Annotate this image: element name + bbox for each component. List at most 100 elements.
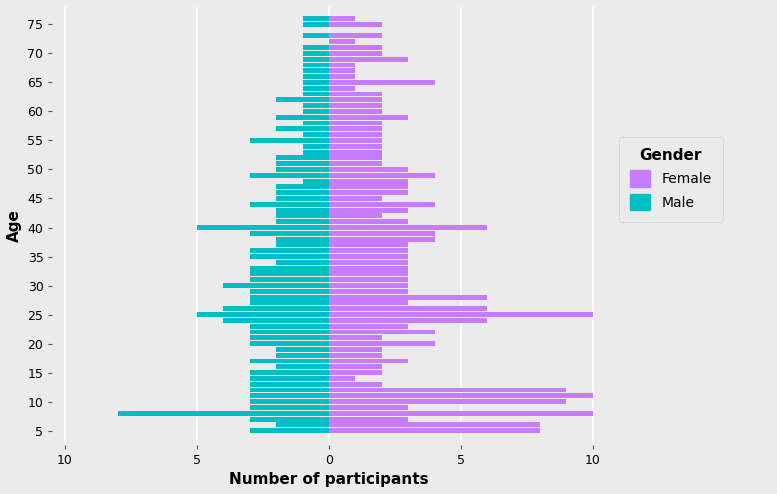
Bar bbox=[329, 388, 566, 393]
Bar bbox=[249, 335, 329, 340]
Bar bbox=[329, 353, 382, 358]
Bar bbox=[249, 277, 329, 282]
Bar bbox=[249, 300, 329, 305]
Bar bbox=[329, 126, 382, 131]
Bar bbox=[329, 416, 408, 421]
Bar bbox=[329, 213, 382, 218]
Bar bbox=[249, 324, 329, 329]
Bar bbox=[329, 225, 487, 230]
Bar bbox=[249, 173, 329, 178]
Bar bbox=[329, 57, 408, 62]
Bar bbox=[249, 231, 329, 236]
Bar bbox=[302, 109, 329, 114]
Bar bbox=[249, 382, 329, 387]
Bar bbox=[249, 370, 329, 375]
Bar bbox=[249, 295, 329, 300]
Bar bbox=[329, 312, 593, 317]
Bar bbox=[329, 272, 408, 277]
Bar bbox=[249, 341, 329, 346]
Bar bbox=[329, 22, 382, 27]
Bar bbox=[249, 289, 329, 294]
Bar bbox=[329, 370, 382, 375]
Bar bbox=[329, 80, 434, 85]
Bar bbox=[329, 121, 382, 125]
Bar bbox=[329, 260, 408, 265]
Bar bbox=[329, 411, 593, 416]
Bar bbox=[276, 353, 329, 358]
Bar bbox=[329, 399, 566, 404]
Bar bbox=[329, 74, 355, 79]
Bar bbox=[329, 237, 434, 242]
Bar bbox=[276, 167, 329, 172]
Bar bbox=[329, 306, 487, 311]
Bar bbox=[329, 86, 355, 91]
Bar bbox=[329, 289, 408, 294]
Bar bbox=[329, 34, 382, 39]
Bar bbox=[329, 51, 382, 56]
Bar bbox=[276, 219, 329, 224]
Bar bbox=[329, 329, 434, 334]
Bar bbox=[276, 161, 329, 166]
Bar bbox=[329, 156, 382, 161]
Bar bbox=[302, 51, 329, 56]
Bar bbox=[302, 121, 329, 125]
Bar bbox=[276, 237, 329, 242]
Bar bbox=[329, 335, 382, 340]
Bar bbox=[302, 80, 329, 85]
Bar bbox=[329, 132, 382, 137]
Bar bbox=[302, 16, 329, 21]
Bar bbox=[329, 103, 382, 108]
Bar bbox=[249, 393, 329, 398]
Bar bbox=[223, 283, 329, 288]
Bar bbox=[329, 109, 382, 114]
Bar bbox=[249, 376, 329, 381]
Bar bbox=[276, 347, 329, 352]
Bar bbox=[249, 272, 329, 277]
Bar bbox=[249, 399, 329, 404]
Bar bbox=[329, 318, 487, 323]
Y-axis label: Age: Age bbox=[7, 209, 22, 243]
Bar bbox=[329, 231, 434, 236]
Bar bbox=[276, 260, 329, 265]
Bar bbox=[329, 266, 408, 271]
Bar bbox=[329, 295, 487, 300]
Bar bbox=[329, 277, 408, 282]
Bar bbox=[223, 318, 329, 323]
Bar bbox=[276, 213, 329, 218]
Bar bbox=[329, 365, 382, 370]
Bar bbox=[329, 68, 355, 73]
Bar bbox=[329, 207, 408, 212]
Bar bbox=[329, 40, 355, 44]
Bar bbox=[329, 115, 408, 120]
Bar bbox=[302, 132, 329, 137]
Bar bbox=[329, 97, 382, 102]
Bar bbox=[329, 359, 408, 364]
Bar bbox=[302, 179, 329, 184]
Bar bbox=[276, 422, 329, 427]
Bar bbox=[329, 16, 355, 21]
Bar bbox=[329, 138, 382, 143]
Bar bbox=[302, 57, 329, 62]
Bar bbox=[302, 22, 329, 27]
Bar bbox=[329, 45, 382, 50]
Bar bbox=[223, 306, 329, 311]
Bar bbox=[329, 283, 408, 288]
Bar bbox=[329, 428, 540, 433]
Bar bbox=[329, 63, 355, 68]
Bar bbox=[329, 91, 382, 96]
Bar bbox=[329, 324, 408, 329]
Bar bbox=[249, 428, 329, 433]
X-axis label: Number of participants: Number of participants bbox=[229, 472, 429, 487]
Bar bbox=[329, 254, 408, 259]
Bar bbox=[302, 91, 329, 96]
Bar bbox=[276, 365, 329, 370]
Bar bbox=[329, 393, 593, 398]
Bar bbox=[329, 167, 408, 172]
Bar bbox=[302, 34, 329, 39]
Bar bbox=[118, 411, 329, 416]
Bar bbox=[329, 184, 408, 189]
Bar bbox=[302, 144, 329, 149]
Bar bbox=[329, 382, 382, 387]
Bar bbox=[302, 74, 329, 79]
Bar bbox=[302, 150, 329, 155]
